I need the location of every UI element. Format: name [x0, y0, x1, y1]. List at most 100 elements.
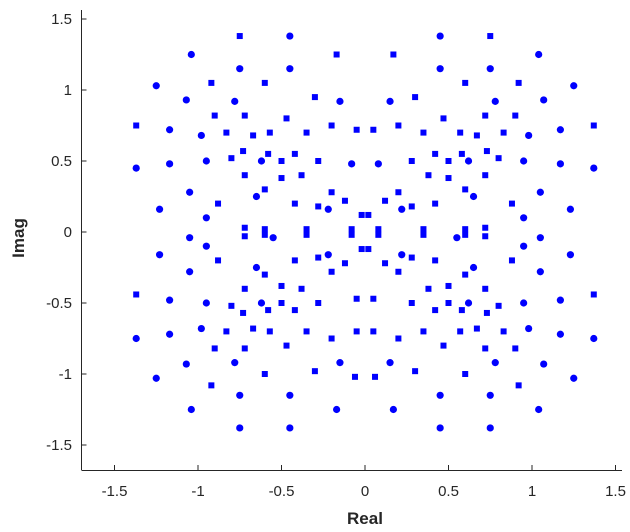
data-point-circle: [182, 360, 190, 368]
data-point-circle: [525, 324, 533, 333]
data-point-circle: [566, 205, 575, 213]
x-tick-label: -0.5: [269, 483, 295, 500]
data-point-circle: [166, 160, 174, 168]
data-point-square: [315, 254, 322, 261]
data-point-square: [241, 285, 248, 292]
data-point-square: [432, 257, 439, 264]
data-point-square: [211, 112, 218, 119]
data-point-square: [328, 335, 335, 342]
data-point-square: [408, 254, 415, 261]
data-point-square: [278, 175, 285, 182]
data-point-square: [298, 172, 305, 179]
data-point-circle: [286, 391, 294, 399]
data-point-circle: [436, 391, 444, 399]
data-point-square: [482, 112, 489, 119]
data-point-square: [508, 200, 515, 207]
data-point-square: [515, 79, 522, 86]
data-point-square: [445, 158, 452, 164]
data-point-square: [462, 271, 469, 278]
data-point-square: [395, 268, 402, 275]
data-point-square: [512, 112, 519, 119]
data-point-square: [365, 211, 372, 218]
data-point-circle: [556, 296, 564, 304]
data-point-circle: [453, 234, 461, 242]
data-point-square: [590, 291, 597, 298]
y-tick-label: 1.5: [51, 11, 72, 28]
data-point-square: [500, 328, 507, 335]
data-point-square: [440, 342, 447, 349]
data-point-circle: [202, 214, 210, 222]
data-point-circle: [257, 157, 266, 165]
data-point-circle: [286, 424, 294, 432]
data-point-circle: [286, 65, 294, 73]
data-point-square: [133, 122, 140, 129]
data-point-square: [482, 233, 489, 240]
data-point-circle: [202, 299, 210, 307]
data-point-square: [223, 129, 230, 136]
data-point-square: [283, 342, 290, 349]
data-point-square: [462, 186, 469, 193]
data-point-square: [240, 309, 247, 316]
data-point-square: [440, 115, 447, 122]
data-point-square: [328, 268, 335, 275]
data-point-square: [462, 79, 469, 86]
data-point-square: [315, 300, 322, 306]
data-point-square: [370, 328, 377, 335]
y-tick-label: -1.5: [46, 437, 72, 454]
data-point-circle: [590, 164, 598, 172]
data-point-square: [303, 328, 310, 335]
data-point-square: [425, 285, 432, 292]
data-point-circle: [520, 242, 528, 250]
data-point-square: [291, 307, 298, 314]
data-point-square: [348, 226, 355, 233]
data-point-circle: [398, 251, 406, 259]
data-point-square: [457, 328, 464, 335]
data-point-circle: [286, 32, 294, 40]
data-point-square: [445, 300, 452, 306]
data-point-circle: [486, 391, 494, 399]
data-point-circle: [236, 391, 244, 399]
data-point-circle: [590, 334, 598, 343]
data-point-square: [333, 51, 340, 58]
data-point-square: [412, 94, 419, 101]
data-point-square: [375, 226, 382, 233]
data-point-square: [432, 307, 439, 314]
data-point-circle: [152, 374, 160, 382]
data-point-circle: [520, 214, 528, 222]
data-point-circle: [486, 424, 494, 432]
data-point-circle: [202, 242, 210, 250]
data-point-circle: [324, 251, 332, 259]
data-point-circle: [333, 405, 341, 414]
data-point-square: [240, 148, 247, 155]
data-point-circle: [269, 234, 277, 242]
data-point-circle: [252, 263, 261, 272]
data-point-square: [291, 150, 298, 157]
data-point-circle: [197, 324, 205, 333]
data-point-circle: [556, 160, 564, 168]
data-point-circle: [540, 96, 548, 104]
data-point-square: [348, 231, 355, 238]
data-point-square: [283, 115, 290, 122]
data-point-circle: [491, 97, 499, 105]
x-ticks: -1.5 -1 -0.5 0 0.5 1 1.5: [102, 465, 626, 500]
data-point-circle: [491, 359, 499, 367]
data-point-square: [365, 246, 372, 253]
data-point-square: [395, 335, 402, 342]
data-point-square: [457, 129, 464, 136]
data-point-circle: [336, 359, 344, 367]
data-point-square: [432, 150, 439, 157]
data-point-square: [462, 231, 469, 238]
data-point-square: [515, 382, 522, 389]
data-point-circle: [197, 131, 205, 140]
y-ticks: -1.5 -1 -0.5 0 0.5 1 1.5: [46, 11, 87, 454]
data-point-circle: [202, 157, 210, 165]
data-point-square: [341, 260, 348, 267]
data-point-circle: [252, 192, 261, 201]
data-point-square: [215, 200, 222, 207]
data-point-circle: [535, 405, 543, 414]
data-point-square: [208, 382, 215, 389]
data-point-square: [291, 200, 298, 207]
y-tick-label: -1: [59, 366, 72, 383]
data-point-square: [261, 231, 268, 238]
